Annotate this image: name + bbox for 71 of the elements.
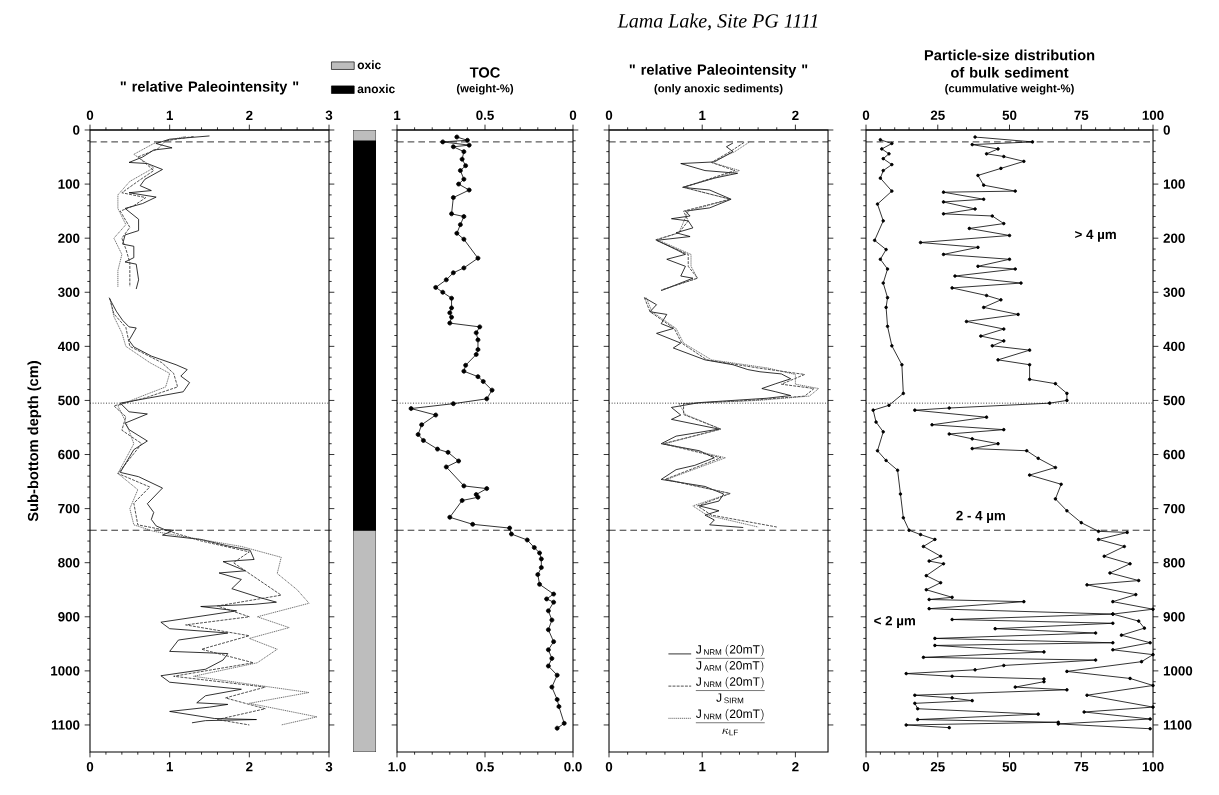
x-tick-label: 0.0 bbox=[564, 762, 582, 772]
x-tick-label: 1 bbox=[699, 762, 706, 772]
chart-title: " relative Paleointensity " bbox=[120, 80, 299, 95]
y-tick-label: 800 bbox=[1163, 557, 1185, 568]
x-tick-label: 0 bbox=[605, 762, 613, 772]
y-tick-label: 900 bbox=[1163, 612, 1185, 622]
x-tick-label: 1.0 bbox=[388, 762, 406, 772]
annotation: < 2 µm bbox=[874, 615, 915, 629]
y-tick-label: 1000 bbox=[1163, 666, 1193, 676]
y-tick-label: 300 bbox=[1163, 287, 1185, 297]
y-tick-label: 100 bbox=[58, 179, 80, 189]
x2-tick-label: 0 bbox=[569, 110, 577, 120]
legend-label: $\frac{\mathrm{J}_{\,\mathrm{NRM}}\,\mathrm{(20mT)}}{\mathrm{J}_{\,\mathrm{ARM}}\,\mathrm{(20mT)}}$ bbox=[695, 644, 765, 673]
annotation: > 4 µm bbox=[1075, 229, 1116, 242]
x-tick-label: 100 bbox=[1142, 762, 1164, 772]
x2-tick-label: 0 bbox=[605, 110, 613, 120]
y-tick-label: 0 bbox=[1163, 125, 1170, 135]
y-tick-label: 200 bbox=[58, 233, 80, 243]
x-tick-label: 75 bbox=[1074, 762, 1089, 772]
y-tick-label: 1000 bbox=[51, 666, 80, 676]
x2-tick-label: 1 bbox=[699, 110, 706, 120]
y-tick-label: 300 bbox=[58, 287, 80, 297]
y-tick-label: 0 bbox=[73, 125, 80, 135]
x2-tick-label: 1 bbox=[166, 110, 174, 120]
y-tick-label: 400 bbox=[57, 341, 80, 352]
chart-subtitle: (weight-%) bbox=[456, 84, 514, 95]
y-tick-label: 600 bbox=[1163, 449, 1185, 460]
y-tick-label: 800 bbox=[58, 557, 80, 568]
x2-tick-label: 25 bbox=[930, 110, 945, 120]
y-axis-title: Sub-bottom depth (cm) bbox=[27, 361, 42, 522]
chart-subtitle: (cummulative weight-%) bbox=[945, 84, 1074, 95]
y-tick-label: 1100 bbox=[51, 720, 80, 730]
y-tick-label: 400 bbox=[1163, 341, 1185, 352]
x2-tick-label: 1 bbox=[394, 110, 401, 120]
x-tick-label: 2 bbox=[792, 762, 799, 772]
x2-tick-label: 0.5 bbox=[476, 110, 494, 120]
x2-tick-label: 2 bbox=[792, 110, 799, 120]
legend-label: $\frac{\mathrm{J}_{\,\mathrm{NRM}}\,\mathrm{(20mT)}}{\mathrm{J}_{\,\mathrm{SIRM}}}$ bbox=[695, 676, 765, 704]
y-tick-label: 500 bbox=[1163, 395, 1185, 406]
x2-tick-label: 0 bbox=[862, 110, 870, 120]
legend-label: oxic bbox=[357, 60, 381, 70]
annotation: 2 - 4 µm bbox=[956, 510, 1005, 523]
x-tick-label: 0.5 bbox=[476, 762, 494, 772]
text: Lama Lake, Site PG 1111 bbox=[617, 13, 818, 31]
x-tick-label: 0 bbox=[862, 762, 870, 772]
legend-label: $\frac{\mathrm{J}_{\,\mathrm{NRM}}\,\mathrm{(20mT)}}{\kappa_{\mathrm{LF}}}$ bbox=[695, 708, 765, 736]
chart-title: " relative Paleointensity " bbox=[629, 64, 808, 78]
y-tick-label: 700 bbox=[58, 503, 80, 514]
x-tick-label: 25 bbox=[930, 762, 945, 772]
y-tick-label: 200 bbox=[1163, 233, 1185, 243]
chart-subtitle: (only anoxic sediments) bbox=[654, 84, 783, 95]
x2-tick-label: 2 bbox=[246, 110, 253, 120]
chart-title: Particle-size distribution of bulk sediment bbox=[924, 49, 1095, 78]
x-tick-label: 2 bbox=[246, 762, 253, 772]
y-tick-label: 600 bbox=[58, 449, 80, 460]
x2-tick-label: 0 bbox=[86, 110, 94, 120]
x2-tick-label: 75 bbox=[1074, 110, 1089, 120]
x-tick-label: 1 bbox=[166, 762, 174, 772]
x-tick-label: 50 bbox=[1002, 762, 1017, 772]
legend-label: anoxic bbox=[357, 84, 395, 94]
y-tick-label: 1100 bbox=[1163, 720, 1192, 730]
y-tick-label: 700 bbox=[1163, 503, 1185, 514]
x-tick-label: 0 bbox=[86, 762, 94, 772]
y-tick-label: 500 bbox=[58, 395, 80, 406]
chart-title: TOC bbox=[469, 67, 500, 78]
y-tick-label: 900 bbox=[58, 612, 80, 622]
y-tick-label: 100 bbox=[1163, 179, 1185, 189]
x-tick-label: 3 bbox=[325, 762, 333, 772]
x2-tick-label: 100 bbox=[1142, 110, 1164, 120]
x2-tick-label: 3 bbox=[325, 110, 333, 120]
x2-tick-label: 50 bbox=[1002, 110, 1017, 120]
